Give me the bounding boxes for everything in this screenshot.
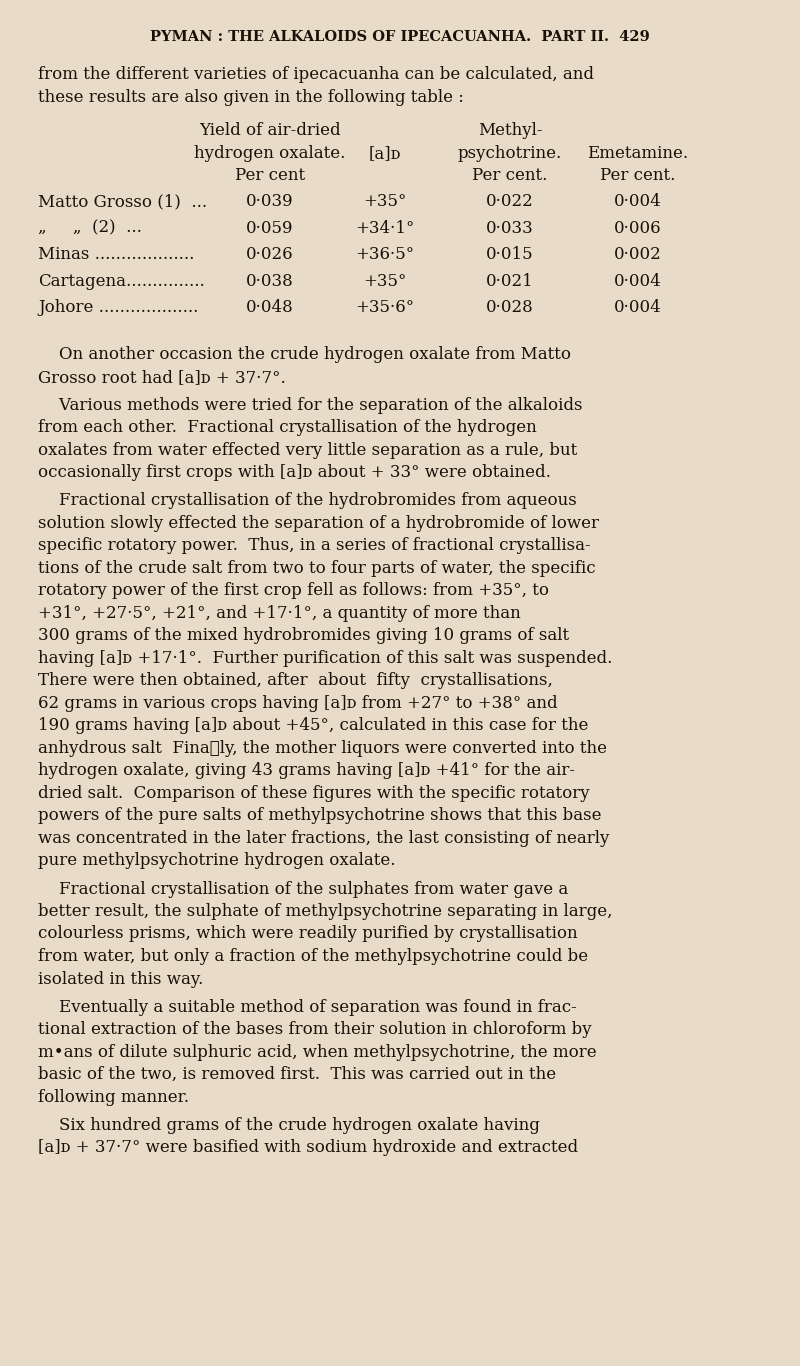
Text: isolated in this way.: isolated in this way. xyxy=(38,970,203,988)
Text: Johore ...................: Johore ................... xyxy=(38,299,198,317)
Text: 0·039: 0·039 xyxy=(246,193,294,210)
Text: tional extraction of the bases from their solution in chloroform by: tional extraction of the bases from thei… xyxy=(38,1022,592,1038)
Text: rotatory power of the first crop fell as follows: from +35°, to: rotatory power of the first crop fell as… xyxy=(38,582,549,600)
Text: hydrogen oxalate.: hydrogen oxalate. xyxy=(194,145,346,161)
Text: „     „  (2)  ...: „ „ (2) ... xyxy=(38,220,142,236)
Text: [a]ᴅ: [a]ᴅ xyxy=(369,145,402,161)
Text: 0·026: 0·026 xyxy=(246,246,294,264)
Text: basic of the two, is removed first.  This was carried out in the: basic of the two, is removed first. This… xyxy=(38,1065,556,1083)
Text: from each other.  Fractional crystallisation of the hydrogen: from each other. Fractional crystallisat… xyxy=(38,419,537,436)
Text: Various methods were tried for the separation of the alkaloids: Various methods were tried for the separ… xyxy=(38,396,582,414)
Text: Fractional crystallisation of the hydrobromides from aqueous: Fractional crystallisation of the hydrob… xyxy=(38,492,577,510)
Text: solution slowly effected the separation of a hydrobromide of lower: solution slowly effected the separation … xyxy=(38,515,599,531)
Text: Methyl-: Methyl- xyxy=(478,122,542,139)
Text: occasionally first crops with [a]ᴅ about + 33° were obtained.: occasionally first crops with [a]ᴅ about… xyxy=(38,464,551,481)
Text: +35°: +35° xyxy=(363,273,406,290)
Text: psychotrine.: psychotrine. xyxy=(458,145,562,161)
Text: Fractional crystallisation of the sulphates from water gave a: Fractional crystallisation of the sulpha… xyxy=(38,881,568,897)
Text: +31°, +27·5°, +21°, and +17·1°, a quantity of more than: +31°, +27·5°, +21°, and +17·1°, a quanti… xyxy=(38,605,521,622)
Text: 0·015: 0·015 xyxy=(486,246,534,264)
Text: specific rotatory power.  Thus, in a series of fractional crystallisa-: specific rotatory power. Thus, in a seri… xyxy=(38,537,590,555)
Text: PYMAN : THE ALKALOIDS OF IPECACUANHA.  PART II.  429: PYMAN : THE ALKALOIDS OF IPECACUANHA. PA… xyxy=(150,30,650,44)
Text: +35°: +35° xyxy=(363,193,406,210)
Text: Grosso root had [a]ᴅ + 37·7°.: Grosso root had [a]ᴅ + 37·7°. xyxy=(38,369,286,385)
Text: 0·002: 0·002 xyxy=(614,246,662,264)
Text: from water, but only a fraction of the methylpsychotrine could be: from water, but only a fraction of the m… xyxy=(38,948,588,964)
Text: powers of the pure salts of methylpsychotrine shows that this base: powers of the pure salts of methylpsycho… xyxy=(38,807,602,824)
Text: There were then obtained, after  about  fifty  crystallisations,: There were then obtained, after about fi… xyxy=(38,672,553,690)
Text: Emetamine.: Emetamine. xyxy=(587,145,689,161)
Text: 0·004: 0·004 xyxy=(614,193,662,210)
Text: 0·006: 0·006 xyxy=(614,220,662,236)
Text: +36·5°: +36·5° xyxy=(355,246,414,264)
Text: from the different varieties of ipecacuanha can be calculated, and: from the different varieties of ipecacua… xyxy=(38,66,594,83)
Text: 0·048: 0·048 xyxy=(246,299,294,317)
Text: oxalates from water effected very little separation as a rule, but: oxalates from water effected very little… xyxy=(38,441,578,459)
Text: dried salt.  Comparison of these figures with the specific rotatory: dried salt. Comparison of these figures … xyxy=(38,785,590,802)
Text: m•ans of dilute sulphuric acid, when methylpsychotrine, the more: m•ans of dilute sulphuric acid, when met… xyxy=(38,1044,597,1060)
Text: 190 grams having [a]ᴅ about +45°, calculated in this case for the: 190 grams having [a]ᴅ about +45°, calcul… xyxy=(38,717,588,735)
Text: Yield of air-dried: Yield of air-dried xyxy=(199,122,341,139)
Text: 62 grams in various crops having [a]ᴅ from +27° to +38° and: 62 grams in various crops having [a]ᴅ fr… xyxy=(38,695,558,712)
Text: colourless prisms, which were readily purified by crystallisation: colourless prisms, which were readily pu… xyxy=(38,926,578,943)
Text: [a]ᴅ + 37·7° were basified with sodium hydroxide and extracted: [a]ᴅ + 37·7° were basified with sodium h… xyxy=(38,1139,578,1156)
Text: 0·022: 0·022 xyxy=(486,193,534,210)
Text: these results are also given in the following table :: these results are also given in the foll… xyxy=(38,89,464,105)
Text: better result, the sulphate of methylpsychotrine separating in large,: better result, the sulphate of methylpsy… xyxy=(38,903,613,919)
Text: 0·033: 0·033 xyxy=(486,220,534,236)
Text: Cartagena...............: Cartagena............... xyxy=(38,273,205,290)
Text: Six hundred grams of the crude hydrogen oxalate having: Six hundred grams of the crude hydrogen … xyxy=(38,1117,540,1134)
Text: +34·1°: +34·1° xyxy=(355,220,414,236)
Text: Eventually a suitable method of separation was found in frac-: Eventually a suitable method of separati… xyxy=(38,999,577,1016)
Text: anhydrous salt  Fina˫ly, the mother liquors were converted into the: anhydrous salt Fina˫ly, the mother liquo… xyxy=(38,740,607,757)
Text: 0·038: 0·038 xyxy=(246,273,294,290)
Text: 0·004: 0·004 xyxy=(614,273,662,290)
Text: 0·059: 0·059 xyxy=(246,220,294,236)
Text: 0·004: 0·004 xyxy=(614,299,662,317)
Text: 300 grams of the mixed hydrobromides giving 10 grams of salt: 300 grams of the mixed hydrobromides giv… xyxy=(38,627,569,645)
Text: On another occasion the crude hydrogen oxalate from Matto: On another occasion the crude hydrogen o… xyxy=(38,346,571,363)
Text: was concentrated in the later fractions, the last consisting of nearly: was concentrated in the later fractions,… xyxy=(38,831,610,847)
Text: Per cent.: Per cent. xyxy=(472,167,548,184)
Text: Per cent.: Per cent. xyxy=(600,167,676,184)
Text: tions of the crude salt from two to four parts of water, the specific: tions of the crude salt from two to four… xyxy=(38,560,596,576)
Text: 0·021: 0·021 xyxy=(486,273,534,290)
Text: +35·6°: +35·6° xyxy=(355,299,414,317)
Text: pure methylpsychotrine hydrogen oxalate.: pure methylpsychotrine hydrogen oxalate. xyxy=(38,852,395,869)
Text: following manner.: following manner. xyxy=(38,1089,189,1105)
Text: Minas ...................: Minas ................... xyxy=(38,246,194,264)
Text: having [a]ᴅ +17·1°.  Further purification of this salt was suspended.: having [a]ᴅ +17·1°. Further purification… xyxy=(38,650,612,667)
Text: hydrogen oxalate, giving 43 grams having [a]ᴅ +41° for the air-: hydrogen oxalate, giving 43 grams having… xyxy=(38,762,575,780)
Text: 0·028: 0·028 xyxy=(486,299,534,317)
Text: Per cent: Per cent xyxy=(235,167,305,184)
Text: Matto Grosso (1)  ...: Matto Grosso (1) ... xyxy=(38,193,207,210)
